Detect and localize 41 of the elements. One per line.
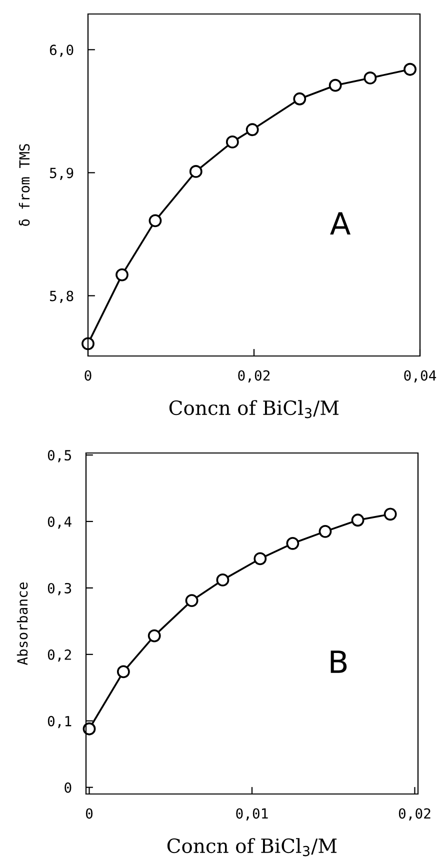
- point: [404, 62, 416, 76]
- point: [364, 72, 377, 84]
- point: [384, 508, 397, 521]
- point: [185, 594, 198, 608]
- point: [82, 337, 94, 350]
- point: [328, 78, 342, 92]
- point: [116, 268, 128, 282]
- x-tick-label: 0,04: [404, 370, 436, 382]
- y-axis-title: Absorbance: [16, 582, 28, 666]
- point: [293, 92, 306, 106]
- x-axis-title: Concn of BiCl$_{3}$/M: [167, 838, 337, 856]
- y-tick-label: 0,5: [48, 450, 71, 462]
- point: [82, 722, 96, 736]
- x-tick-label: 0,02: [398, 808, 430, 820]
- point: [226, 135, 239, 148]
- annotation: B: [330, 650, 347, 673]
- y-tick-label: 0,2: [48, 649, 71, 662]
- y-tick-label: 5,9: [50, 168, 74, 180]
- point: [286, 536, 300, 550]
- x-tick-label: 0,01: [236, 808, 268, 820]
- annotation: A: [330, 212, 351, 234]
- point: [351, 514, 364, 527]
- y-axis-title: δ from TMS: [18, 144, 30, 226]
- y-tick-label: 5,8: [50, 290, 74, 303]
- y-tick-label: 0: [64, 782, 72, 793]
- point: [216, 574, 230, 586]
- point: [148, 214, 162, 228]
- point: [148, 629, 161, 642]
- x-tick-label: 0: [86, 808, 93, 819]
- x-tick-label: 0,02: [238, 370, 270, 382]
- y-tick-label: 0,4: [48, 516, 72, 529]
- x-axis-title: Concn of BiCl$_{3}$/M: [169, 400, 339, 418]
- y-tick-label: 0,1: [48, 716, 72, 728]
- y-tick-label: 6,0: [50, 44, 74, 57]
- point: [189, 165, 202, 178]
- point: [254, 552, 267, 566]
- x-tick-label: 0: [84, 370, 92, 381]
- point: [246, 123, 259, 136]
- point: [318, 524, 332, 538]
- y-tick-label: 0,3: [48, 582, 72, 596]
- point: [116, 665, 130, 678]
